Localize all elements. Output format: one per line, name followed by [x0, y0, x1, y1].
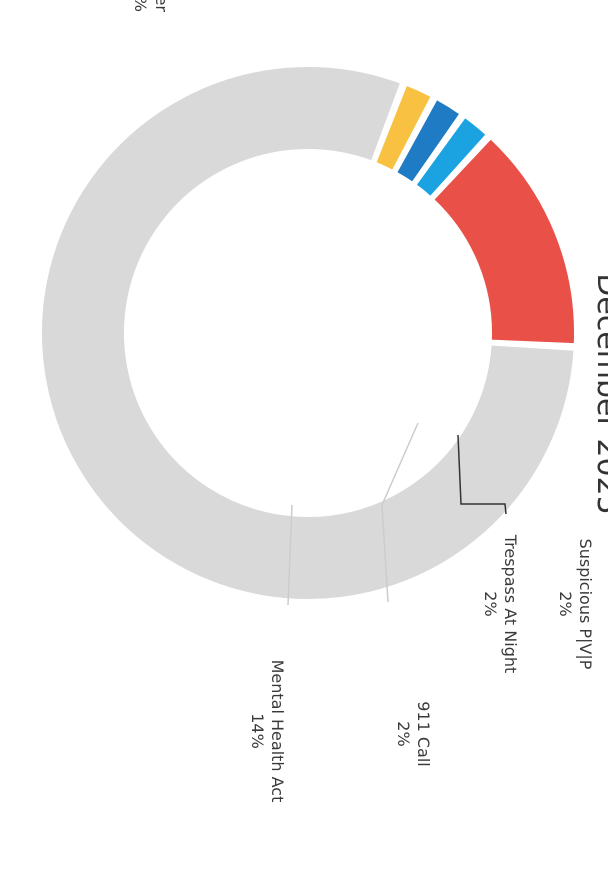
label-911-call: 911 Call	[414, 701, 433, 767]
slice-mental-health-act	[431, 136, 576, 346]
slice-other	[40, 65, 576, 601]
value-label-trespass-at-night: 2%	[481, 591, 500, 616]
leader-line-mental-health-act	[287, 504, 293, 606]
value-label-other: 80%	[131, 0, 150, 12]
value-label-suspicious-p-v-p: 2%	[556, 591, 575, 616]
slice-suspicious-p-v-p	[374, 83, 434, 173]
chart-title: December 2025	[590, 273, 608, 514]
slice-trespass-at-night	[394, 97, 462, 185]
label-other: Other	[152, 0, 171, 12]
label-suspicious-p-v-p: Suspicious P|V|P	[576, 539, 595, 670]
slice-911-call	[414, 115, 489, 199]
value-label-mental-health-act: 14%	[248, 713, 267, 749]
leader-line-trespass-at-night	[457, 434, 507, 515]
label-mental-health-act: Mental Health Act	[268, 660, 287, 803]
leader-line-911-call	[381, 422, 419, 603]
label-trespass-at-night: Trespass At Night	[501, 534, 520, 674]
value-label-911-call: 2%	[394, 721, 413, 746]
